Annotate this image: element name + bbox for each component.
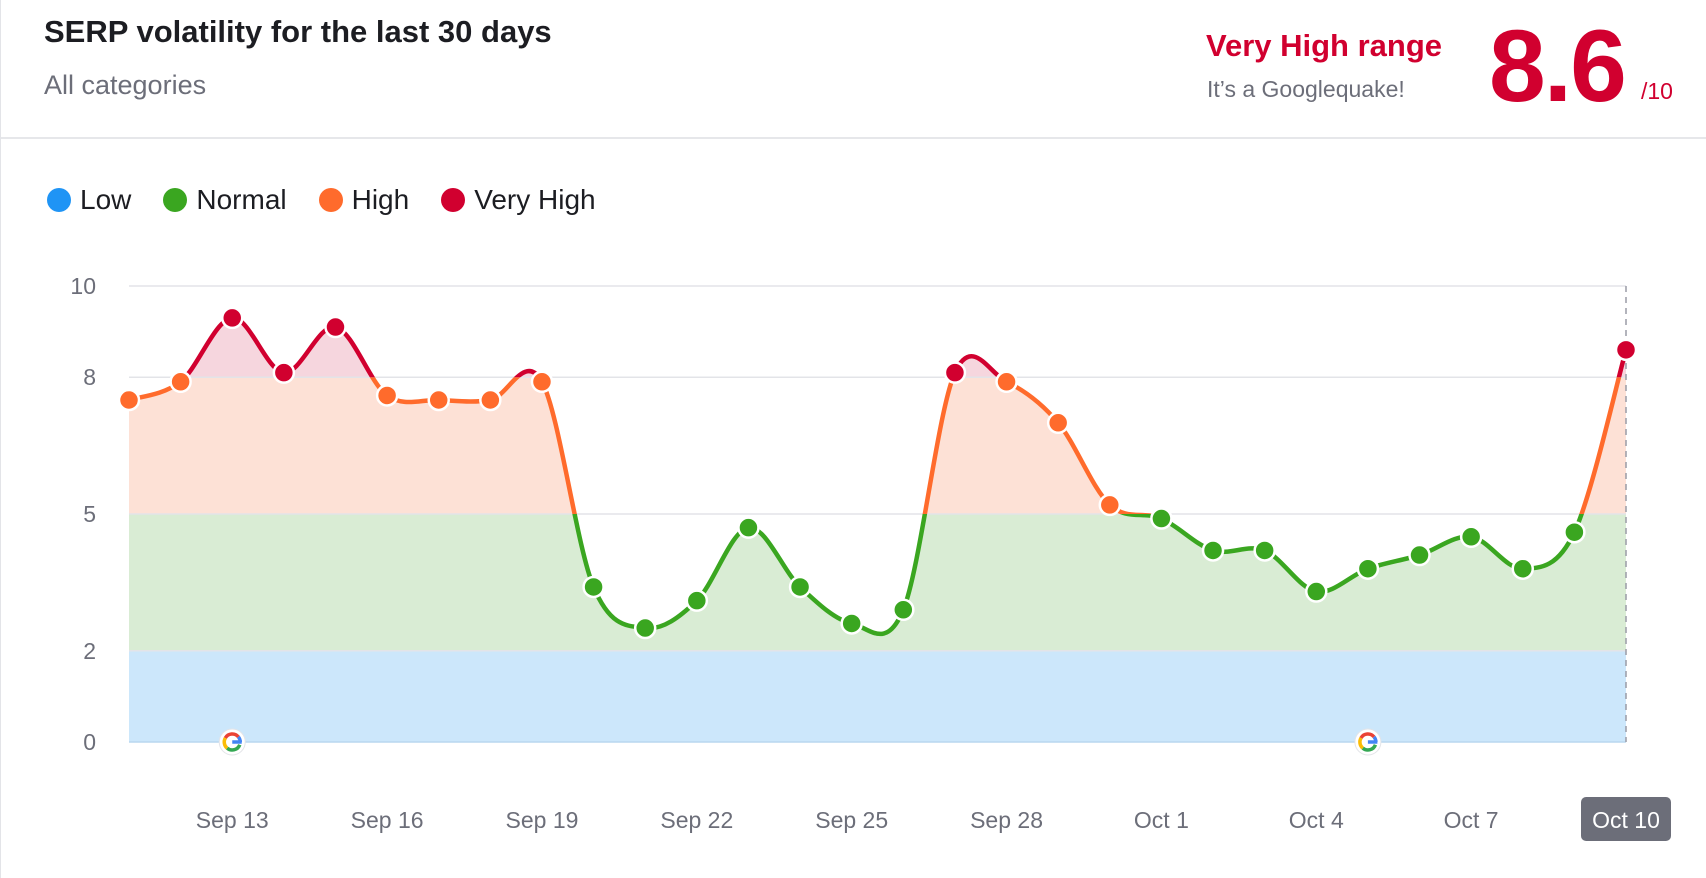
volatility-score: 8.6	[1489, 9, 1627, 123]
band-fill-high	[129, 377, 1626, 514]
x-tick-label: Oct 1	[1134, 807, 1189, 833]
data-point	[1614, 338, 1638, 362]
band-fill-normal	[129, 514, 1626, 651]
data-point	[1356, 557, 1380, 580]
data-point	[685, 589, 709, 612]
data-point	[169, 370, 192, 394]
legend-label-very-high: Very High	[474, 184, 596, 215]
band-fill-low	[129, 650, 1626, 742]
data-point	[737, 516, 760, 539]
data-point	[892, 598, 915, 622]
y-tick-label: 8	[83, 364, 96, 390]
range-label: Very High range	[1206, 28, 1443, 63]
band-fill-very-high	[129, 317, 1626, 378]
x-tick-label: Sep 13	[196, 807, 269, 833]
x-tick-label: Sep 19	[506, 807, 579, 833]
legend-item-very-high[interactable]: Very High	[441, 184, 596, 216]
legend-label-high: High	[351, 184, 410, 215]
data-point	[1201, 539, 1225, 562]
data-point	[1563, 520, 1586, 544]
data-point	[1305, 580, 1328, 603]
data-point	[220, 306, 244, 330]
y-tick-label: 0	[83, 729, 96, 755]
x-tick-label: Oct 7	[1444, 807, 1499, 833]
legend-item-low[interactable]: Low	[47, 184, 131, 216]
data-point	[582, 575, 605, 599]
x-tick-label: Sep 28	[970, 807, 1043, 833]
x-tick-label-selected: Oct 10	[1592, 807, 1660, 833]
data-point	[1150, 507, 1173, 530]
data-point	[272, 361, 296, 384]
legend-label-low: Low	[80, 184, 132, 215]
card-title: SERP volatility for the last 30 days	[44, 14, 552, 49]
y-tick-label: 2	[83, 638, 96, 664]
selected-date-badge	[1581, 797, 1671, 841]
legend-dot-low	[47, 188, 71, 212]
data-point	[1253, 539, 1276, 562]
card-header: SERP volatility for the last 30 days All…	[1, 0, 1706, 139]
legend-item-normal[interactable]: Normal	[163, 184, 287, 216]
data-point	[1046, 411, 1070, 435]
data-point	[530, 370, 554, 394]
legend-dot-very-high	[441, 188, 466, 212]
x-tick-label: Oct 4	[1289, 807, 1344, 833]
score-suffix: /10	[1641, 78, 1673, 104]
category-subtitle: All categories	[44, 70, 207, 100]
data-point	[117, 388, 141, 412]
legend-item-high[interactable]: High	[318, 184, 410, 216]
legend-dot-high	[318, 188, 343, 212]
data-point	[633, 616, 657, 640]
google-update-icon	[218, 728, 246, 756]
y-tick-label: 10	[70, 273, 96, 299]
x-tick-label: Sep 25	[815, 807, 888, 833]
data-point	[1408, 543, 1431, 567]
data-point	[427, 388, 450, 412]
data-point	[375, 384, 399, 407]
data-point	[788, 575, 812, 599]
y-tick-label: 5	[83, 501, 96, 527]
data-point	[324, 315, 347, 339]
data-point	[840, 612, 863, 635]
range-description: It’s a Googlequake!	[1207, 76, 1405, 102]
google-update-icon	[1354, 728, 1382, 756]
data-point	[1098, 493, 1122, 517]
x-tick-label: Sep 16	[351, 807, 424, 833]
data-point	[1459, 525, 1483, 549]
data-point	[479, 388, 502, 412]
x-tick-label: Sep 22	[660, 807, 733, 833]
data-point	[995, 370, 1018, 394]
data-point	[1511, 557, 1535, 580]
data-point	[943, 361, 967, 384]
legend-label-normal: Normal	[196, 184, 287, 215]
legend-dot-normal	[163, 188, 188, 212]
chart-legend: Low Normal High Very High	[47, 184, 628, 216]
